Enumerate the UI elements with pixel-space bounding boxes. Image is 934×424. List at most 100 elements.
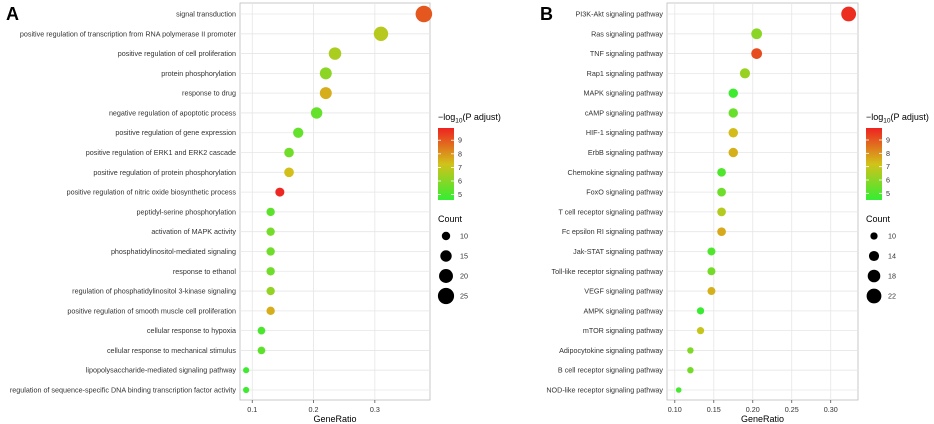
size-legend-label: 20 (460, 272, 468, 281)
data-point (257, 326, 266, 335)
data-point (275, 187, 285, 197)
data-point (243, 386, 250, 394)
data-point (266, 267, 275, 276)
data-point (257, 346, 266, 355)
term-label: B cell receptor signaling pathway (558, 366, 663, 375)
term-label: HIF-1 signaling pathway (586, 128, 664, 137)
term-label: Adipocytokine signaling pathway (559, 346, 663, 355)
plot-area (666, 2, 859, 401)
data-point (284, 167, 294, 178)
term-label: AMPK signaling pathway (583, 306, 663, 315)
data-point (696, 327, 705, 335)
data-points (243, 5, 433, 394)
data-point (266, 247, 275, 256)
term-label: regulation of phosphatidylinositol 3-kin… (72, 287, 236, 296)
term-label: phosphatidylinositol-mediated signaling (111, 247, 236, 256)
color-bar-label: 7 (458, 163, 462, 172)
color-bar (866, 128, 882, 200)
term-label: positive regulation of nitric oxide bios… (67, 188, 237, 197)
term-label: T cell receptor signaling pathway (558, 207, 663, 216)
size-legend-dot (867, 269, 881, 283)
color-bar (438, 128, 454, 200)
color-bar-label: 5 (458, 190, 462, 199)
term-label: VEGF signaling pathway (584, 287, 663, 296)
data-point (728, 108, 738, 118)
x-tick-label: 0.25 (785, 405, 799, 414)
x-tick-label: 0.15 (707, 405, 721, 414)
size-legend-label: 18 (888, 272, 896, 281)
data-point (675, 387, 682, 393)
term-label: signal transduction (176, 10, 236, 19)
term-label: Toll-like receptor signaling pathway (552, 267, 664, 276)
x-tick-label: 0.30 (824, 405, 838, 414)
term-label: Chemokine signaling pathway (568, 168, 664, 177)
color-bar-label: 6 (886, 176, 890, 185)
term-label: mTOR signaling pathway (583, 326, 664, 335)
term-label: Ras signaling pathway (591, 29, 663, 38)
color-bar-label: 8 (886, 149, 890, 158)
data-point (373, 26, 389, 41)
color-bar-label: 7 (886, 162, 890, 171)
size-legend-label: 14 (888, 252, 896, 261)
x-tick-label: 0.20 (746, 405, 760, 414)
data-point (243, 367, 250, 374)
color-legend-title: −log10(P adjust) (438, 112, 501, 125)
term-label: activation of MAPK activity (151, 227, 236, 236)
size-legend-title: Count (438, 214, 463, 224)
data-point (319, 67, 332, 80)
term-label: regulation of sequence-specific DNA bind… (10, 386, 237, 395)
term-label: peptidyl-serine phosphorylation (137, 207, 237, 216)
term-label: PI3K-Akt signaling pathway (576, 10, 664, 19)
term-label: MAPK signaling pathway (583, 89, 663, 98)
term-label: positive regulation of ERK1 and ERK2 cas… (86, 148, 236, 157)
y-axis-labels: signal transduction positive regulation o… (10, 10, 237, 395)
data-point (728, 147, 738, 158)
data-point (841, 6, 857, 22)
size-legend-label: 25 (460, 292, 468, 301)
data-point (266, 227, 275, 236)
size-legend-dot (440, 250, 452, 262)
color-bar-label: 5 (886, 189, 890, 198)
term-label: ErbB signaling pathway (588, 148, 664, 157)
y-axis-labels: PI3K-Akt signaling pathway Ras signaling … (546, 10, 663, 395)
data-point (739, 68, 751, 79)
data-point (319, 87, 332, 100)
color-legend: −log10(P adjust) 5 6 7 8 9 (438, 112, 501, 200)
data-points (675, 6, 857, 393)
x-tick-label: 0.10 (668, 405, 682, 414)
term-label: negative regulation of apoptotic process (109, 108, 236, 117)
data-point (728, 88, 738, 98)
term-label: positive regulation of smooth muscle cel… (67, 306, 236, 315)
data-point (687, 366, 694, 374)
color-bar-label: 6 (458, 176, 462, 185)
x-axis: 0.10 0.15 0.20 0.25 0.30 GeneRatio (668, 400, 838, 424)
size-legend-dot (866, 288, 882, 304)
size-legend-label: 10 (888, 232, 896, 241)
term-label: NOD-like receptor signaling pathway (546, 386, 663, 395)
size-legend-dot (868, 250, 880, 262)
term-label: FoxO signaling pathway (586, 188, 663, 197)
term-label: positive regulation of gene expression (115, 128, 236, 137)
color-legend-title: −log10(P adjust) (866, 112, 929, 125)
x-axis: 0.1 0.2 0.3 GeneRatio (247, 400, 380, 424)
term-label: positive regulation of protein phosphory… (93, 168, 236, 177)
panel-b: B PI3K-Akt signaling pathway Ras signaling… (540, 2, 929, 424)
color-bar-label: 9 (886, 136, 890, 145)
data-point (293, 127, 304, 138)
term-label: response to drug (182, 89, 236, 98)
data-point (707, 267, 716, 276)
color-bar-label: 9 (458, 136, 462, 145)
data-point (284, 147, 294, 158)
size-legend-dot (437, 287, 455, 305)
term-label: TNF signaling pathway (590, 49, 664, 58)
term-label: Rap1 signaling pathway (587, 69, 664, 78)
term-label: cellular response to mechanical stimulus (107, 346, 236, 355)
size-legend-label: 10 (460, 232, 468, 241)
size-legend-label: 22 (888, 292, 896, 301)
x-tick-label: 0.2 (309, 405, 319, 414)
term-label: protein phosphorylation (161, 69, 236, 78)
data-point (310, 107, 323, 119)
data-point (751, 28, 763, 40)
x-axis-title: GeneRatio (313, 414, 356, 424)
